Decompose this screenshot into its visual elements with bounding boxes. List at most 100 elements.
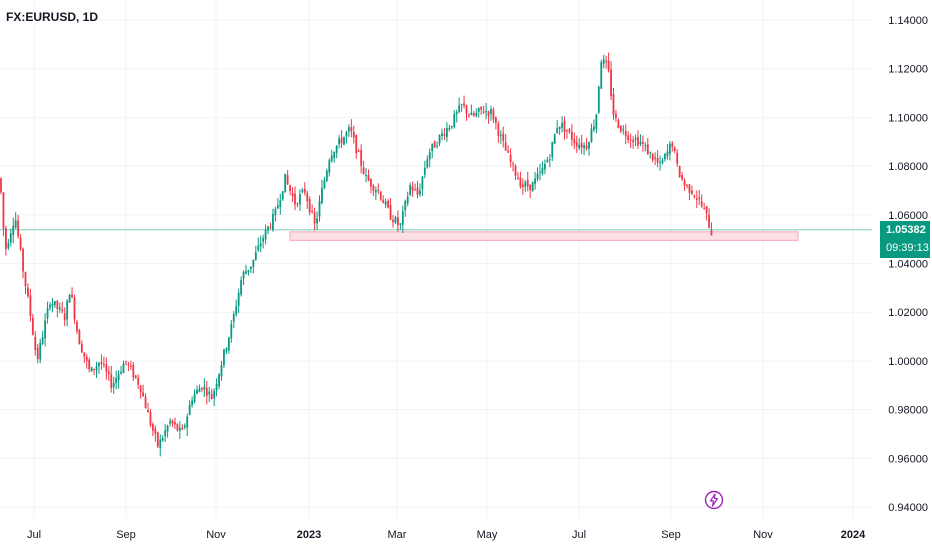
candle <box>468 113 470 118</box>
candle <box>254 245 257 261</box>
candle <box>210 388 213 400</box>
candle <box>431 143 434 159</box>
candle <box>348 124 350 137</box>
candle-body <box>213 390 216 399</box>
candle <box>24 271 27 295</box>
time-tick-label: Mar <box>388 529 407 541</box>
candle-body <box>583 145 585 149</box>
candle <box>463 95 465 109</box>
candle <box>100 354 103 370</box>
candle <box>365 168 367 183</box>
candle-body <box>7 243 10 249</box>
candle <box>544 159 546 175</box>
candle <box>676 149 679 167</box>
candle <box>394 215 397 225</box>
candle <box>286 170 289 186</box>
candle <box>230 319 233 343</box>
candle <box>504 133 507 151</box>
candle-body <box>460 104 463 106</box>
candle <box>299 189 301 211</box>
candle-body <box>541 167 544 174</box>
candle <box>338 134 340 149</box>
candle-body <box>169 420 171 424</box>
candle <box>360 144 363 174</box>
candle <box>56 299 59 318</box>
last-price-value: 1.05382 <box>886 224 926 236</box>
candle <box>622 124 625 135</box>
candle <box>196 385 198 395</box>
candle-body <box>63 313 66 321</box>
candle <box>595 113 598 134</box>
candle <box>421 175 424 196</box>
candle <box>252 259 255 274</box>
time-tick-label: 2023 <box>297 529 321 541</box>
candle-body <box>382 200 385 204</box>
price-axis[interactable]: 1.14000 1.12000 1.10000 1.08000 1.06000 1.040… <box>888 15 928 514</box>
candle-body <box>66 300 69 320</box>
candle-body <box>218 374 220 387</box>
candle <box>517 172 519 180</box>
candle-body <box>330 155 333 162</box>
candle-body <box>514 165 517 176</box>
candle <box>333 151 336 163</box>
candle-body <box>325 170 328 181</box>
candle-body <box>656 157 659 163</box>
candle <box>27 283 29 298</box>
candle-body <box>691 190 693 194</box>
candle-body <box>379 191 382 200</box>
candle <box>485 103 487 120</box>
candle <box>73 294 76 324</box>
candle <box>223 348 225 368</box>
candle-body <box>492 109 495 120</box>
candle-body <box>100 362 103 364</box>
candle-body <box>95 366 98 371</box>
candle-body <box>71 294 73 298</box>
candle <box>561 116 563 133</box>
candle <box>122 360 125 374</box>
candle <box>132 361 135 382</box>
candles[interactable] <box>0 52 713 457</box>
candle <box>90 366 93 372</box>
candle <box>110 365 113 393</box>
candle-body <box>414 189 416 191</box>
candle <box>624 124 627 145</box>
candle-body <box>281 191 284 200</box>
candle <box>708 208 710 229</box>
candle <box>634 134 637 147</box>
candle-body <box>186 416 189 428</box>
candle-body <box>19 237 22 250</box>
lightning-bolt-icon[interactable] <box>704 490 724 510</box>
candle-body <box>247 269 250 272</box>
candle-body <box>441 133 443 137</box>
candle <box>531 181 534 192</box>
candle-body <box>348 127 350 132</box>
candle <box>387 199 389 209</box>
time-axis[interactable]: Jul Sep Nov 2023 Mar May Jul Sep Nov 2024 <box>27 529 866 541</box>
candle-body <box>639 141 642 145</box>
candle <box>379 190 382 202</box>
candle <box>51 298 54 313</box>
candle-body <box>624 130 627 137</box>
candle-body <box>504 142 507 151</box>
candle <box>357 148 360 153</box>
candle <box>683 178 686 191</box>
candle-body <box>642 142 644 144</box>
candle <box>487 110 490 124</box>
support-zone[interactable] <box>289 231 799 241</box>
candle <box>566 129 568 139</box>
candle-body <box>193 394 196 402</box>
candle <box>323 176 326 190</box>
candle-body <box>553 134 556 144</box>
symbol-label[interactable]: FX:EURUSD, 1D <box>6 10 99 24</box>
candle <box>316 211 318 230</box>
candle-body <box>438 135 441 144</box>
candle <box>134 374 137 380</box>
candle <box>698 189 701 206</box>
candle <box>350 119 353 138</box>
candle-body <box>568 129 571 132</box>
candle-body <box>355 135 358 154</box>
candle <box>68 293 71 303</box>
candle-body <box>98 362 100 367</box>
candle <box>377 183 380 194</box>
